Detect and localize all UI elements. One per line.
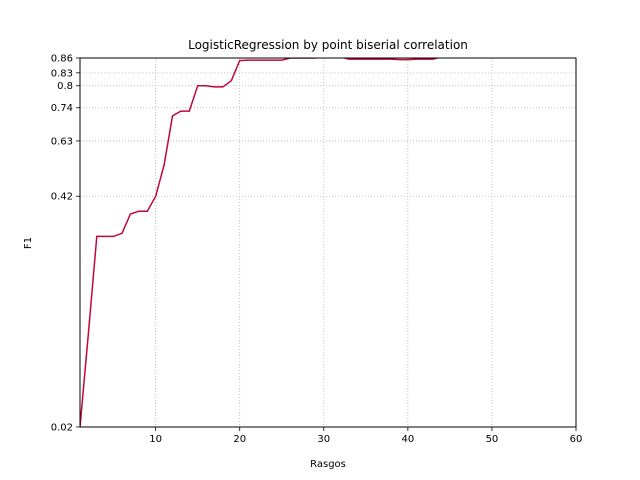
plot-frame [79,57,577,428]
x-tick-label: 20 [233,434,246,445]
x-tick-label: 40 [401,434,414,445]
y-tick-label: 0.83 [51,68,73,79]
y-tick-label: 0.42 [51,192,73,203]
y-tick-label: 0.8 [57,81,73,92]
y-tick-label: 0.86 [51,54,73,65]
series-line [80,58,441,427]
grid [80,57,577,428]
chart-title: LogisticRegression by point biserial cor… [188,38,468,52]
x-tick-label: 30 [317,434,330,445]
x-axis-label: Rasgos [310,459,346,470]
x-tick-label: 50 [486,434,499,445]
tick-layer: 10 20 30 40 50 60 0.02 0.42 0.63 0.74 0.8 0.83 0.86 [51,54,583,446]
y-tick-label: 0.63 [51,136,73,147]
x-tick-label: 60 [570,434,583,445]
y-axis-label: F1 [23,237,34,249]
y-tick-label: 0.74 [51,103,73,114]
x-tick-label: 10 [149,434,162,445]
y-tick-label: 0.02 [51,423,73,434]
series-layer [80,58,441,427]
